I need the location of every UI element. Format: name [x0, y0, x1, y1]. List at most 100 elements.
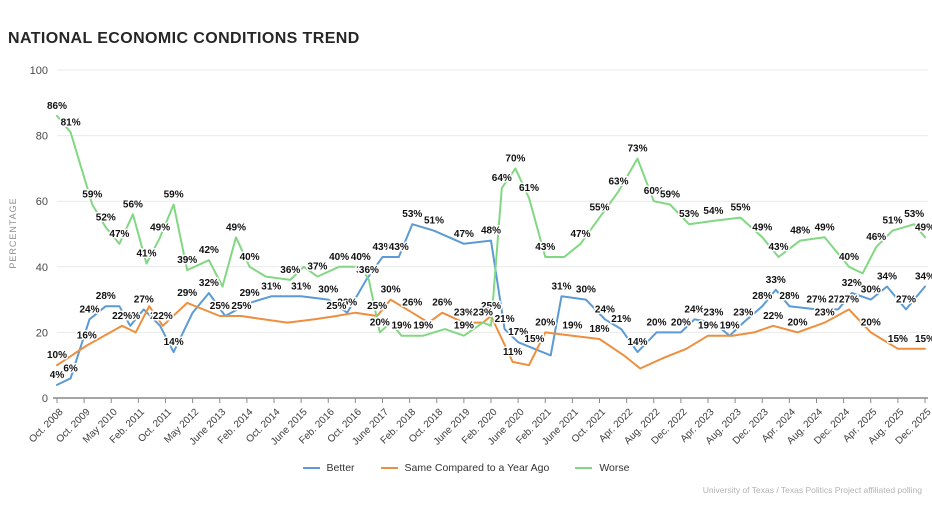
data-label: 20% — [861, 317, 881, 328]
data-label: 43% — [535, 242, 555, 253]
legend-item-same[interactable]: Same Compared to a Year Ago — [380, 462, 549, 474]
series-line-worse — [56, 114, 926, 337]
data-label: 29% — [177, 288, 197, 299]
data-label: 19% — [698, 321, 718, 332]
legend-item-better[interactable]: Better — [302, 462, 355, 474]
data-label: 55% — [589, 203, 609, 214]
data-label: 18% — [589, 324, 609, 335]
data-label: 47% — [570, 229, 590, 240]
data-label: 26% — [337, 298, 357, 309]
data-label: 49% — [915, 222, 932, 233]
y-tick-label: 100 — [30, 65, 48, 77]
legend: Better Same Compared to a Year Ago Worse — [0, 462, 932, 474]
data-label: 64% — [492, 173, 512, 184]
data-label: 61% — [519, 183, 539, 194]
data-label: 37% — [307, 262, 327, 273]
legend-item-worse[interactable]: Worse — [575, 462, 629, 474]
data-label: 27% — [839, 294, 859, 305]
legend-label-worse: Worse — [599, 462, 630, 474]
data-label: 22% — [150, 311, 170, 322]
data-label: 40% — [329, 252, 349, 263]
data-label: 24% — [595, 304, 615, 315]
data-label: 19% — [391, 321, 411, 332]
data-label: 23% — [473, 308, 493, 319]
data-label: 40% — [351, 252, 371, 263]
y-grid: 0 20 40 60 80 100 — [30, 65, 928, 405]
data-label: 43% — [768, 242, 788, 253]
data-label: 23% — [733, 308, 753, 319]
data-label: 46% — [866, 232, 886, 243]
data-label: 22% — [120, 311, 140, 322]
y-tick-label: 40 — [36, 262, 48, 274]
data-label: 26% — [402, 298, 422, 309]
data-label: 15% — [524, 334, 544, 345]
page-title: NATIONAL ECONOMIC CONDITIONS TREND — [8, 30, 360, 47]
y-tick-label: 20 — [36, 327, 48, 339]
data-label: 42% — [199, 245, 219, 256]
data-label: 19% — [720, 321, 740, 332]
data-label: 51% — [424, 216, 444, 227]
data-label: 24% — [79, 304, 99, 315]
worse-line-swatch-icon — [575, 467, 593, 469]
data-label: 70% — [505, 153, 525, 164]
data-label: 47% — [454, 229, 474, 240]
data-label: 15% — [888, 334, 908, 345]
data-label: 32% — [199, 278, 219, 289]
data-label: 19% — [413, 321, 433, 332]
data-label: 53% — [904, 209, 924, 220]
data-label: 20% — [671, 317, 691, 328]
data-label: 59% — [82, 190, 102, 201]
data-label: 59% — [164, 190, 184, 201]
legend-label-better: Better — [326, 462, 355, 474]
data-label: 19% — [562, 321, 582, 332]
data-label: 49% — [752, 222, 772, 233]
data-label: 22% — [112, 311, 132, 322]
data-label: 53% — [679, 209, 699, 220]
data-label: 60% — [644, 186, 664, 197]
data-label: 27% — [828, 294, 848, 305]
data-label: 34% — [877, 272, 897, 283]
series-labels-worse: 86%81%59%52%47%56%41%49%59%39%42%49%40%3… — [45, 99, 932, 333]
data-label: 19% — [454, 321, 474, 332]
data-label: 30% — [576, 285, 596, 296]
series-line-better — [56, 223, 926, 386]
data-label: 27% — [806, 294, 826, 305]
data-label: 21% — [495, 314, 515, 325]
series-labels-better: 4%6%24%28%22%27%22%14%32%29%31% 31% 30%26%… — [48, 208, 932, 383]
data-label: 59% — [660, 190, 680, 201]
data-label: 32% — [842, 278, 862, 289]
data-label: 53% — [402, 209, 422, 220]
data-label: 81% — [61, 117, 81, 128]
data-label: 30% — [381, 285, 401, 296]
data-label: 63% — [608, 176, 628, 187]
data-label: 25% — [481, 301, 501, 312]
data-label: 6% — [63, 363, 78, 374]
data-label: 49% — [226, 222, 246, 233]
data-label: 73% — [627, 144, 647, 155]
data-label: 25% — [210, 301, 230, 312]
data-label: 56% — [123, 199, 143, 210]
data-label: 30% — [318, 285, 338, 296]
data-label: 86% — [47, 101, 67, 112]
data-label: 48% — [481, 226, 501, 237]
data-label: 25% — [326, 301, 346, 312]
y-tick-label: 80 — [36, 131, 48, 143]
data-label: 21% — [611, 314, 631, 325]
data-label: 48% — [790, 226, 810, 237]
data-label: 10% — [47, 350, 67, 361]
data-label: 28% — [752, 291, 772, 302]
data-label: 27% — [134, 294, 154, 305]
data-label: 20% — [646, 317, 666, 328]
data-label: 26% — [432, 298, 452, 309]
data-label: 54% — [703, 206, 723, 217]
data-label: 23% — [815, 308, 835, 319]
data-label: 30% — [861, 285, 881, 296]
data-label: 20% — [787, 317, 807, 328]
data-label: 40% — [839, 252, 859, 263]
data-label: 20% — [535, 317, 555, 328]
data-label: 11% — [503, 347, 523, 358]
data-label: 49% — [815, 222, 835, 233]
